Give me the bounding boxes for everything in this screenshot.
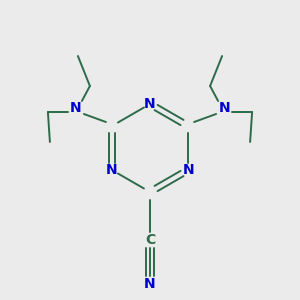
Text: N: N <box>144 97 156 111</box>
Text: N: N <box>144 277 156 291</box>
Text: N: N <box>70 101 82 115</box>
Text: N: N <box>106 163 118 177</box>
Text: C: C <box>145 233 155 247</box>
Text: N: N <box>182 163 194 177</box>
Text: N: N <box>218 101 230 115</box>
